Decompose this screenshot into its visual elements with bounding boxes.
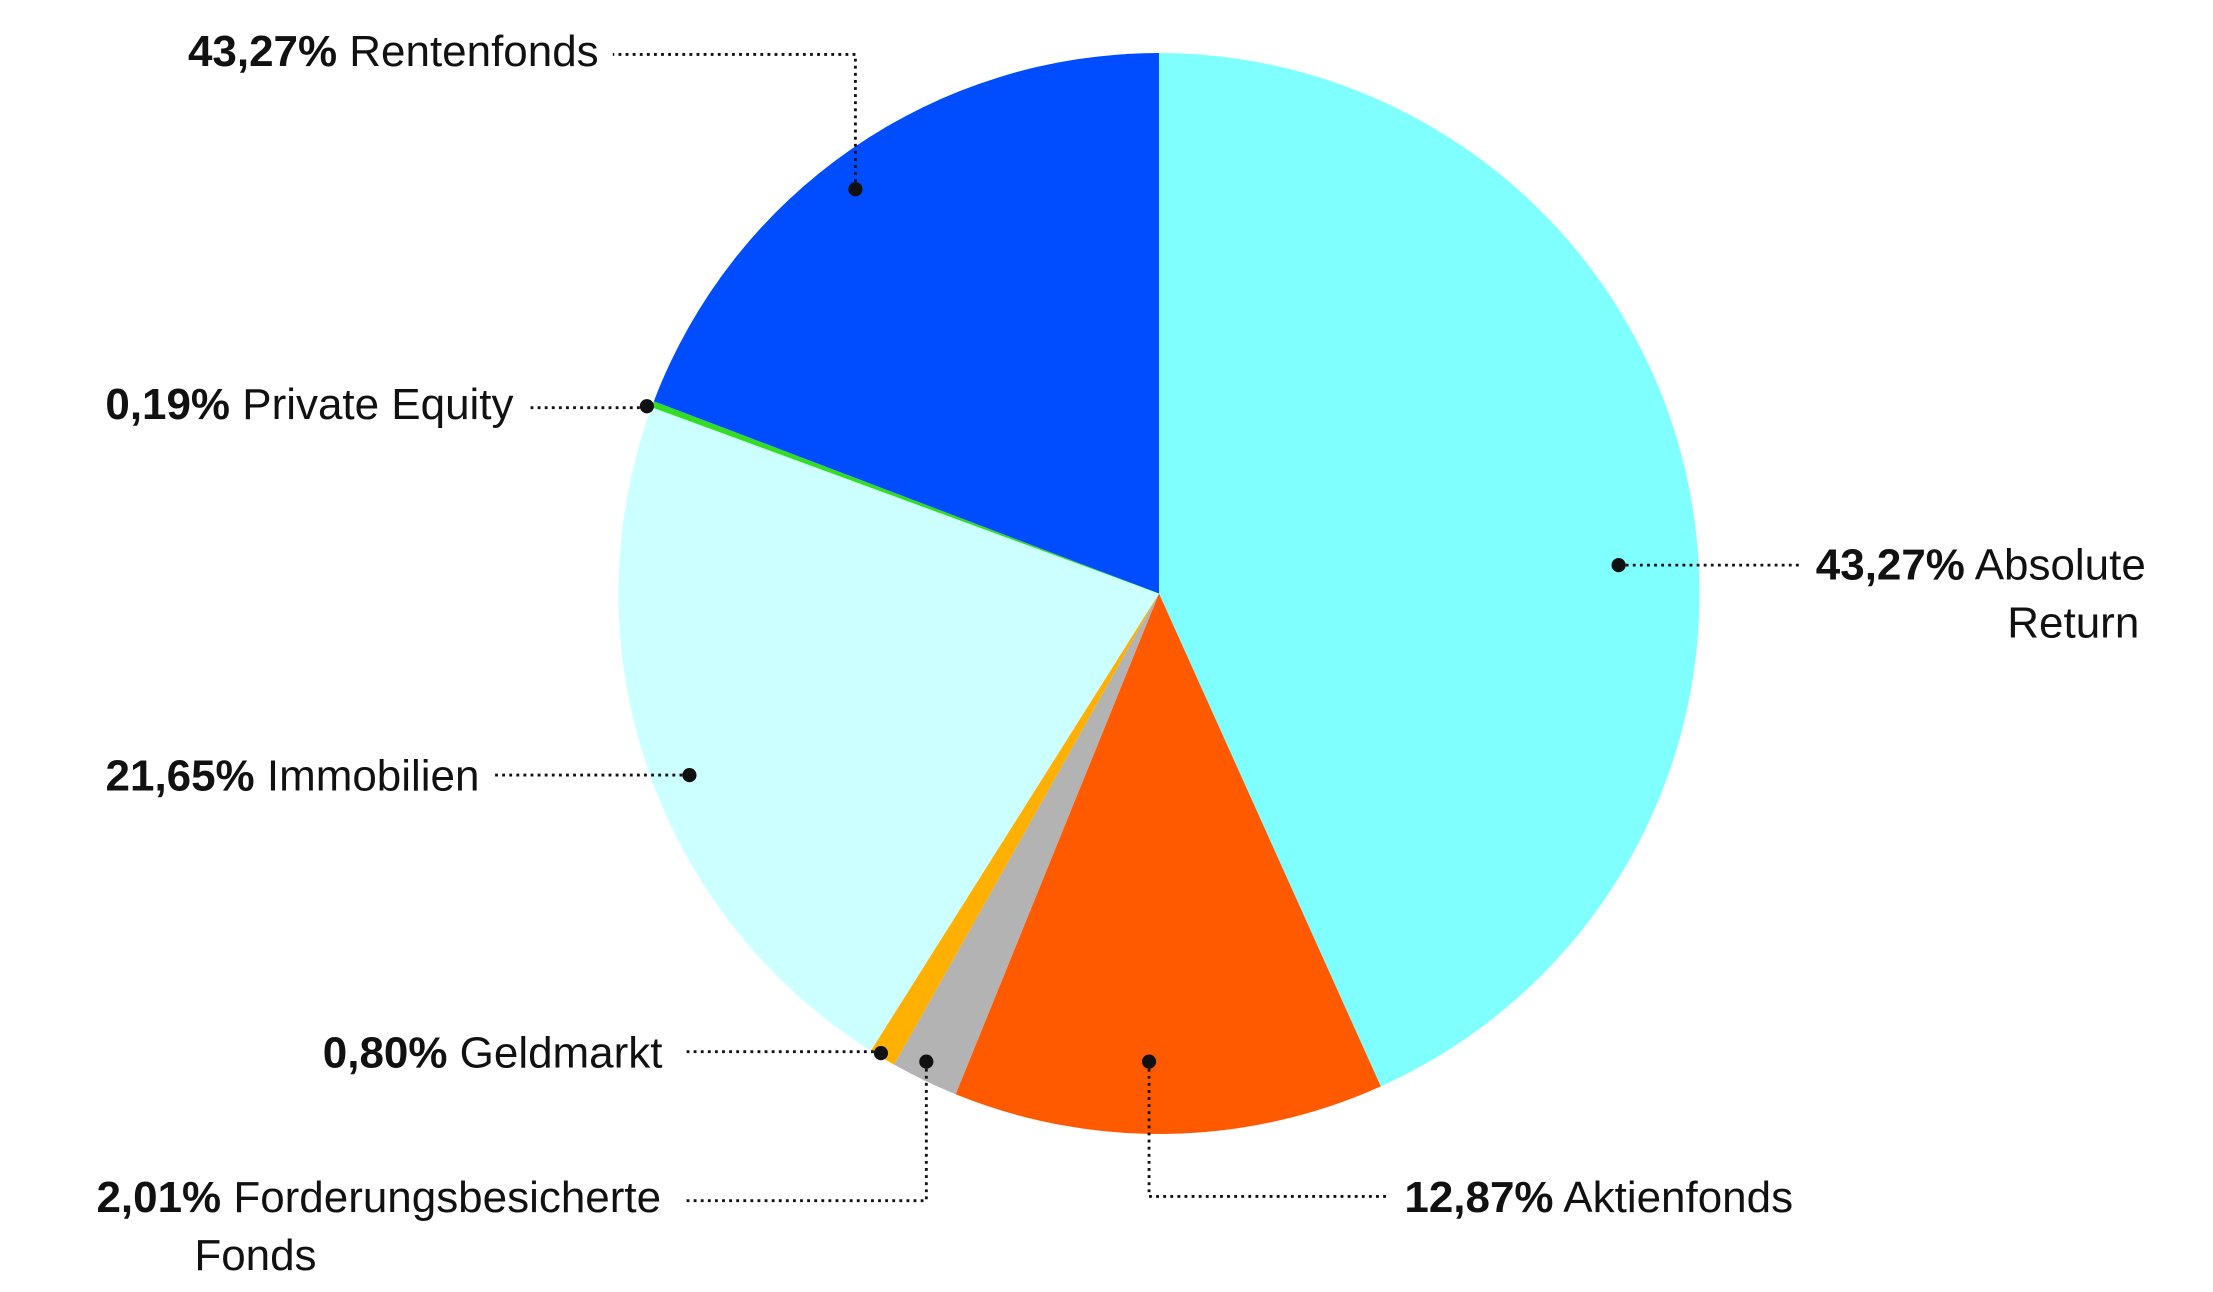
percent-label: 12,87% [1404, 1173, 1553, 1222]
percent-label: 43,27% [188, 27, 337, 76]
percent-label: 0,80% [323, 1028, 448, 1077]
leader-dot [873, 1046, 889, 1061]
label-immobilien: 21,65% Immobilien [106, 752, 697, 801]
percent-label: 0,19% [105, 380, 230, 429]
leader-dot [919, 1054, 934, 1069]
data-label: 21,65% Immobilien [106, 752, 480, 801]
leader-line [1147, 1061, 1388, 1198]
percent-label: 21,65% [106, 752, 255, 801]
category-label: Geldmarkt [447, 1028, 662, 1077]
label-aktienfonds: 12,87% Aktienfonds [1141, 1054, 1793, 1222]
category-label: Absolute [1965, 540, 2146, 589]
pie-slice-absolute-return [1158, 53, 1700, 1087]
percent-label: 2,01% [96, 1173, 221, 1222]
label-rentenfonds: 43,27% Rentenfonds [188, 27, 863, 197]
data-label: 0,80% Geldmarkt [323, 1028, 663, 1077]
data-label: 43,27% Absolute [1816, 540, 2146, 589]
category-label: Rentenfonds [337, 27, 599, 76]
data-label: 2,01% Forderungsbesicherte [96, 1173, 661, 1222]
percent-label: 43,27% [1816, 540, 1965, 589]
leader-line [683, 1061, 928, 1203]
category-label: Forderungsbesicherte [221, 1173, 661, 1222]
pie-slice-rentenfonds [653, 53, 1159, 594]
leader-dot [848, 182, 863, 197]
leader-dot [1611, 558, 1626, 573]
leader-dot [1141, 1054, 1157, 1069]
label-private-equity: 0,19% Private Equity [105, 380, 654, 429]
pie-slice-immobilien [618, 407, 1159, 1051]
category-label: Immobilien [255, 752, 480, 801]
pie-slice-private-equity [651, 401, 1159, 594]
leader-dot [639, 399, 654, 414]
pie-slice-forderungsbesicherte-fonds [894, 593, 1159, 1095]
label-geldmarkt: 0,80% Geldmarkt [323, 1028, 889, 1077]
leader-dot [682, 767, 697, 783]
pie-slice-aktienfonds [955, 593, 1381, 1134]
category-label: Private Equity [230, 380, 513, 429]
leader-line [612, 53, 857, 190]
data-label: 0,19% Private Equity [105, 380, 513, 429]
label-forderungsbesicherte-fonds: 2,01% Forderungsbesicherte Fonds [96, 1054, 934, 1280]
data-label: 43,27% Rentenfonds [188, 27, 599, 76]
category-label-line2: Fonds [194, 1231, 316, 1280]
category-label: Aktienfonds [1554, 1173, 1794, 1222]
category-label-line2: Return [2007, 598, 2139, 647]
label-absolute-return: 43,27% Absolute Return [1611, 540, 2146, 647]
data-label: 12,87% Aktienfonds [1404, 1173, 1793, 1222]
pie-slice-geldmarkt [870, 593, 1159, 1065]
